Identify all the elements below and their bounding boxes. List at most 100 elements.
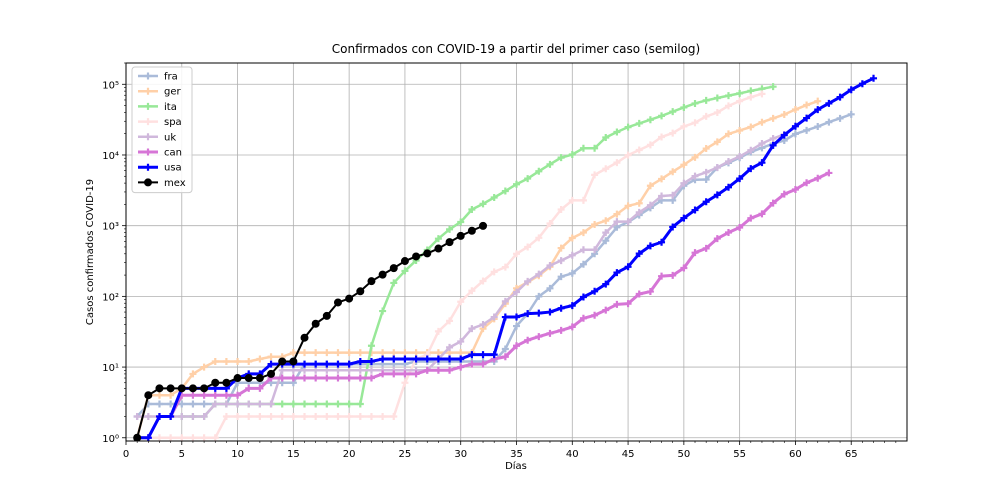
data-point-mex bbox=[133, 433, 142, 441]
data-point-spa bbox=[267, 412, 275, 420]
data-point-can bbox=[200, 391, 208, 399]
data-point-uk bbox=[289, 366, 297, 374]
data-point-spa bbox=[256, 412, 264, 420]
data-point-can bbox=[546, 329, 554, 337]
data-point-ger bbox=[334, 349, 342, 357]
data-point-can bbox=[379, 370, 387, 378]
data-point-spa bbox=[457, 298, 465, 306]
data-point-spa bbox=[669, 129, 677, 137]
data-point-mex bbox=[188, 384, 197, 393]
data-point-uk bbox=[669, 191, 677, 199]
data-point-can bbox=[401, 370, 409, 378]
data-point-uk bbox=[457, 337, 465, 345]
data-point-usa bbox=[858, 80, 866, 88]
data-point-usa bbox=[524, 310, 532, 318]
data-point-spa bbox=[356, 412, 364, 420]
series-can bbox=[133, 169, 833, 441]
data-point-spa bbox=[211, 434, 219, 441]
data-point-spa bbox=[613, 159, 621, 167]
data-point-can bbox=[301, 374, 309, 382]
legend-marker-usa bbox=[144, 163, 152, 171]
data-point-can bbox=[479, 360, 487, 368]
data-point-can bbox=[367, 374, 375, 382]
data-point-can bbox=[278, 374, 286, 382]
data-point-uk bbox=[301, 366, 309, 374]
data-point-uk bbox=[624, 218, 632, 226]
data-point-usa bbox=[144, 434, 152, 441]
data-point-uk bbox=[702, 168, 710, 176]
data-point-can bbox=[680, 264, 688, 272]
data-point-ger bbox=[814, 97, 822, 105]
data-point-can bbox=[312, 374, 320, 382]
data-point-mex bbox=[423, 249, 432, 258]
data-point-uk bbox=[713, 164, 721, 172]
data-point-spa bbox=[289, 412, 297, 420]
data-point-fra bbox=[825, 118, 833, 126]
data-point-spa bbox=[189, 434, 197, 441]
data-point-uk bbox=[691, 172, 699, 180]
data-point-ger bbox=[591, 220, 599, 228]
data-point-ita bbox=[546, 160, 554, 168]
data-point-mex bbox=[467, 226, 476, 235]
data-point-ger bbox=[312, 349, 320, 357]
data-point-can bbox=[736, 223, 744, 231]
data-point-usa bbox=[870, 74, 878, 82]
data-point-can bbox=[758, 210, 766, 218]
data-point-can bbox=[658, 272, 666, 280]
data-point-ita bbox=[724, 92, 732, 100]
legend-label-ger: ger bbox=[164, 87, 182, 98]
data-point-ita bbox=[334, 400, 342, 408]
data-point-spa bbox=[624, 151, 632, 159]
data-point-usa bbox=[769, 141, 777, 149]
data-point-ita bbox=[535, 167, 543, 175]
data-point-ger bbox=[245, 357, 253, 365]
legend-label-usa: usa bbox=[164, 163, 182, 174]
data-point-ita bbox=[691, 99, 699, 107]
data-point-ger bbox=[602, 217, 610, 225]
data-point-spa bbox=[591, 171, 599, 179]
data-point-ger bbox=[803, 101, 811, 109]
data-point-spa bbox=[234, 412, 242, 420]
data-point-uk bbox=[334, 366, 342, 374]
data-point-ger bbox=[412, 349, 420, 357]
data-point-ger bbox=[222, 357, 230, 365]
legend-label-can: can bbox=[164, 148, 182, 159]
data-point-ita bbox=[568, 151, 576, 159]
data-point-mex bbox=[244, 374, 253, 383]
data-point-can bbox=[691, 249, 699, 257]
data-point-spa bbox=[747, 93, 755, 101]
data-point-uk bbox=[513, 288, 520, 296]
data-point-ger bbox=[568, 234, 576, 242]
data-point-spa bbox=[736, 97, 744, 105]
legend-label-ita: ita bbox=[164, 102, 177, 113]
legend-marker-uk bbox=[144, 133, 152, 141]
data-point-usa bbox=[803, 114, 811, 122]
data-point-usa bbox=[814, 106, 822, 114]
data-point-spa bbox=[602, 165, 610, 173]
data-point-ger bbox=[256, 355, 264, 363]
data-point-can bbox=[557, 326, 565, 334]
data-point-ita bbox=[591, 144, 599, 152]
data-point-can bbox=[535, 333, 543, 341]
data-point-spa bbox=[568, 196, 576, 204]
data-point-ger bbox=[791, 106, 799, 114]
legend-item-ger: ger bbox=[138, 87, 182, 98]
data-point-spa bbox=[155, 434, 163, 441]
data-point-usa bbox=[155, 412, 163, 420]
legend-box bbox=[131, 66, 193, 194]
data-point-uk bbox=[356, 366, 364, 374]
data-point-usa bbox=[334, 360, 342, 368]
data-point-mex bbox=[267, 369, 276, 378]
data-point-usa bbox=[301, 360, 309, 368]
data-point-usa bbox=[390, 355, 398, 363]
data-point-spa bbox=[401, 379, 409, 387]
y-tick-label: 10¹ bbox=[102, 363, 119, 374]
x-tick-label: 15 bbox=[287, 449, 300, 460]
data-point-spa bbox=[434, 327, 442, 335]
data-point-usa bbox=[658, 238, 666, 246]
data-point-ger bbox=[635, 199, 643, 207]
data-point-usa bbox=[680, 214, 688, 222]
data-point-mex bbox=[278, 357, 287, 366]
data-point-fra bbox=[847, 110, 855, 118]
data-point-fra bbox=[178, 400, 186, 408]
